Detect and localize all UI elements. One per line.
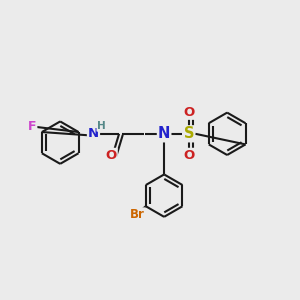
Text: O: O xyxy=(106,149,117,162)
Text: O: O xyxy=(183,106,194,119)
Text: Br: Br xyxy=(130,208,145,221)
Text: H: H xyxy=(97,121,106,131)
Text: N: N xyxy=(158,126,170,141)
Text: O: O xyxy=(183,149,194,162)
Text: F: F xyxy=(28,120,36,133)
Text: S: S xyxy=(184,126,194,141)
Text: N: N xyxy=(88,127,99,140)
